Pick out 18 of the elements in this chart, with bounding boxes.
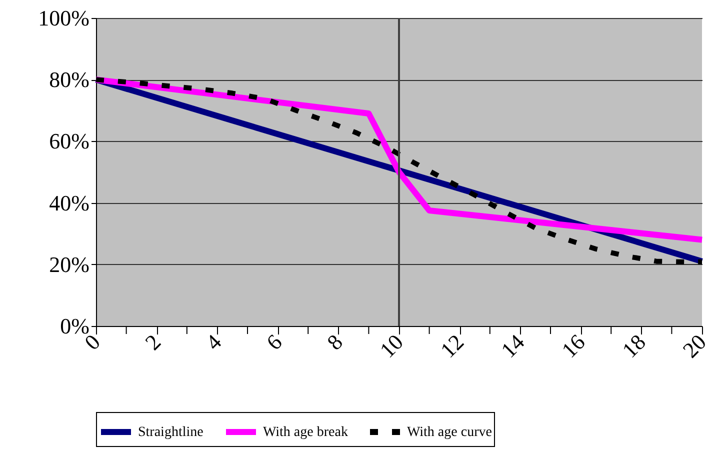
x-tick-label: 2: [140, 329, 166, 355]
x-tick-label: 16: [556, 329, 590, 363]
x-tick-label: 18: [617, 329, 650, 363]
legend-label: With age break: [263, 425, 348, 440]
y-tick-label: 80%: [49, 67, 90, 92]
x-tick-label: 10: [374, 329, 408, 363]
x-tick-label: 14: [496, 329, 530, 363]
x-tick-label: 6: [261, 329, 287, 355]
y-tick-label: 40%: [49, 190, 90, 216]
x-tick-label: 12: [435, 329, 469, 363]
x-tick-label: 8: [322, 329, 348, 355]
x-tick-label: 20: [678, 329, 711, 363]
y-tick-label: 20%: [49, 252, 90, 277]
x-tick-label: 4: [200, 329, 226, 355]
legend-label: Straightline: [138, 425, 204, 440]
y-tick-label: 60%: [49, 128, 90, 154]
y-tick-label: 100%: [38, 6, 90, 30]
legend-label: With age curve: [407, 425, 492, 440]
